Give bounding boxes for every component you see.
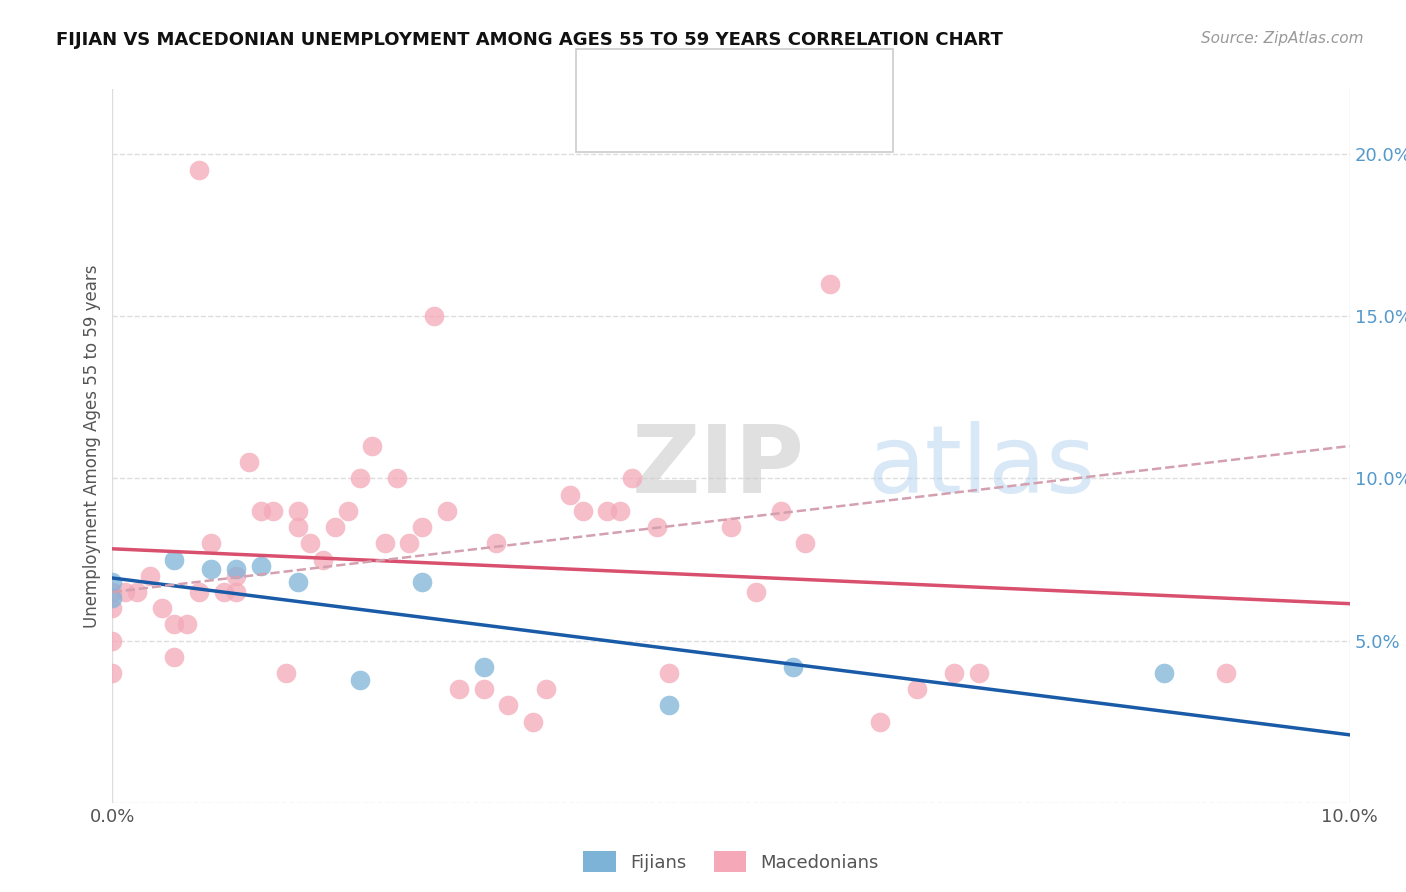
Text: -0.081: -0.081 [685, 69, 747, 87]
Legend: Fijians, Macedonians: Fijians, Macedonians [576, 844, 886, 880]
Point [374, 536, 396, 550]
Text: atlas: atlas [868, 421, 1095, 514]
Point [794, 536, 817, 550]
Point [101, 585, 124, 599]
Point [262, 504, 284, 518]
Point [720, 520, 742, 534]
Text: 13: 13 [806, 69, 830, 87]
Point [571, 504, 593, 518]
Point [200, 562, 222, 576]
Point [225, 568, 247, 582]
Point [349, 471, 371, 485]
Point [472, 682, 495, 697]
Point [560, 488, 582, 502]
Point [447, 682, 470, 697]
Point [472, 659, 495, 673]
Point [1215, 666, 1237, 681]
Point [942, 666, 965, 681]
Bar [596, 106, 626, 136]
Point [596, 504, 619, 518]
Point [150, 601, 173, 615]
Point [250, 504, 273, 518]
Point [200, 536, 222, 550]
Point [114, 585, 136, 599]
Text: R =: R = [638, 112, 676, 130]
Point [1153, 666, 1175, 681]
Point [436, 504, 458, 518]
Point [225, 562, 247, 576]
Point [299, 536, 322, 550]
Bar [596, 63, 626, 93]
Point [609, 504, 631, 518]
Point [349, 673, 371, 687]
Point [188, 585, 211, 599]
Point [287, 520, 309, 534]
Point [138, 568, 160, 582]
Point [101, 633, 124, 648]
Text: N =: N = [759, 112, 797, 130]
Point [411, 575, 433, 590]
Point [101, 666, 124, 681]
Point [287, 504, 309, 518]
Point [323, 520, 346, 534]
Text: 58: 58 [806, 112, 830, 130]
Point [163, 649, 186, 664]
Text: R =: R = [638, 69, 676, 87]
Point [312, 552, 335, 566]
Point [522, 714, 544, 729]
Point [188, 163, 211, 178]
Point [869, 714, 891, 729]
Point [238, 455, 260, 469]
Point [905, 682, 928, 697]
Point [658, 666, 681, 681]
Point [361, 439, 384, 453]
Text: Source: ZipAtlas.com: Source: ZipAtlas.com [1201, 31, 1364, 46]
Point [274, 666, 297, 681]
Point [411, 520, 433, 534]
Text: ZIP: ZIP [633, 421, 806, 514]
Point [645, 520, 668, 534]
Point [101, 601, 124, 615]
Point [398, 536, 420, 550]
Y-axis label: Unemployment Among Ages 55 to 59 years: Unemployment Among Ages 55 to 59 years [83, 264, 101, 628]
Point [498, 698, 520, 713]
Point [769, 504, 792, 518]
Point [163, 617, 186, 632]
Point [621, 471, 644, 485]
Point [385, 471, 408, 485]
Point [336, 504, 359, 518]
Point [967, 666, 990, 681]
Point [745, 585, 768, 599]
Point [782, 659, 804, 673]
Point [485, 536, 508, 550]
Point [101, 575, 124, 590]
Point [818, 277, 841, 291]
Point [534, 682, 557, 697]
Point [423, 310, 446, 324]
Point [658, 698, 681, 713]
Point [163, 552, 186, 566]
Point [250, 559, 273, 574]
Point [176, 617, 198, 632]
Point [225, 585, 247, 599]
Point [101, 591, 124, 606]
Point [127, 585, 149, 599]
Point [287, 575, 309, 590]
Point [212, 585, 235, 599]
Text: FIJIAN VS MACEDONIAN UNEMPLOYMENT AMONG AGES 55 TO 59 YEARS CORRELATION CHART: FIJIAN VS MACEDONIAN UNEMPLOYMENT AMONG … [56, 31, 1002, 49]
Text: N =: N = [759, 69, 797, 87]
Text: 0.184: 0.184 [685, 112, 740, 130]
